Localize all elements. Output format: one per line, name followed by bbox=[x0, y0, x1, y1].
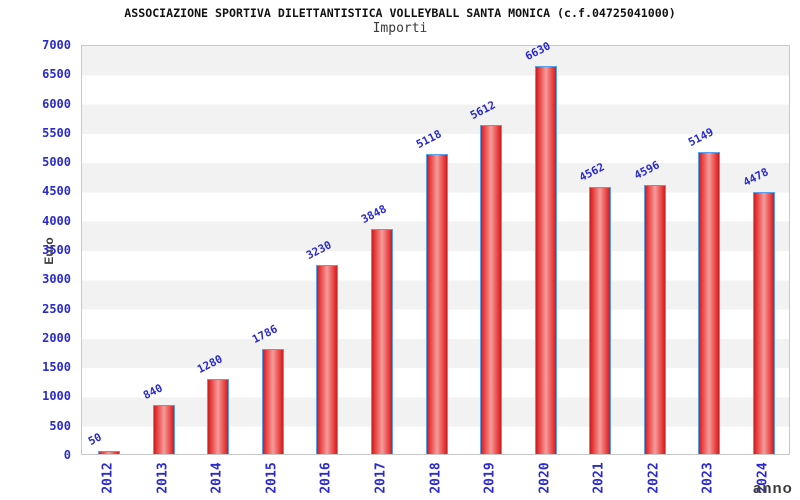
bar-2016 bbox=[316, 264, 339, 454]
y-tick-label: 6000 bbox=[42, 96, 71, 111]
y-tick-label: 1000 bbox=[42, 389, 71, 404]
bar-2015 bbox=[261, 349, 284, 454]
x-tick-label: 2020 bbox=[537, 462, 553, 494]
chart-subtitle: Importi bbox=[372, 21, 428, 36]
y-tick-label: 2500 bbox=[42, 301, 71, 316]
bar-value-label: 4562 bbox=[577, 160, 607, 184]
bar-2019 bbox=[480, 125, 503, 454]
x-tick-label: 2017 bbox=[373, 462, 389, 494]
bar-value-label: 1786 bbox=[249, 322, 280, 347]
x-tick-label: 2018 bbox=[428, 462, 443, 494]
x-tick-label: 2021 bbox=[591, 462, 607, 494]
x-axis-title: anno bbox=[753, 480, 793, 497]
bar-value-label: 5118 bbox=[413, 127, 444, 152]
y-tick-label: 7000 bbox=[42, 38, 71, 52]
x-tick-label: 2012 bbox=[100, 462, 116, 494]
bar-value-label: 5612 bbox=[468, 98, 498, 123]
bar-2018 bbox=[425, 154, 448, 454]
bar-2020 bbox=[534, 65, 557, 454]
y-tick-label: 4000 bbox=[42, 213, 71, 228]
bar-2024 bbox=[752, 191, 775, 454]
bar-2022 bbox=[643, 184, 666, 454]
chart-title: ASSOCIAZIONE SPORTIVA DILETTANTISTICA VO… bbox=[124, 6, 676, 20]
bar-2013 bbox=[152, 404, 175, 454]
bar-value-label: 6630 bbox=[522, 39, 553, 63]
y-tick-label: 4500 bbox=[42, 184, 71, 199]
y-tick-label: 5000 bbox=[42, 155, 71, 170]
y-tick-label: 3000 bbox=[42, 272, 71, 287]
x-tick-label: 2023 bbox=[700, 462, 716, 494]
bar-2021 bbox=[589, 186, 612, 454]
bar-value-label: 3230 bbox=[304, 238, 335, 262]
y-tick-label: 2000 bbox=[42, 330, 71, 345]
bar-value-label: 3848 bbox=[359, 202, 389, 226]
y-tick-label: 5500 bbox=[42, 125, 71, 140]
y-tick-label: 6500 bbox=[42, 67, 71, 82]
y-tick-label: 0 bbox=[63, 448, 71, 462]
plot-area: 50 840 1280 1786 3230 3848 5118 5612 6630 4562 459… bbox=[81, 39, 790, 455]
y-tick-label: 1500 bbox=[42, 360, 71, 375]
y-tick-label: 3500 bbox=[42, 243, 71, 257]
bar-value-label: 50 bbox=[86, 430, 105, 449]
x-tick-label: 2019 bbox=[482, 462, 498, 494]
bar-value-label: 4478 bbox=[740, 165, 771, 189]
x-tick-label: 2014 bbox=[209, 462, 225, 494]
x-tick-label: 2022 bbox=[646, 462, 662, 494]
x-tick-label: 2015 bbox=[264, 462, 280, 494]
bar-2012 bbox=[98, 451, 121, 454]
bar-2014 bbox=[207, 379, 230, 454]
y-tick-label: 500 bbox=[49, 418, 71, 433]
bar-value-label: 5149 bbox=[686, 125, 716, 150]
bar-value-label: 840 bbox=[140, 381, 165, 402]
bar-value-label: 1280 bbox=[195, 352, 225, 377]
x-tick-label: 2013 bbox=[155, 462, 171, 494]
x-tick-label: 2016 bbox=[318, 462, 334, 494]
bar-value-label: 4596 bbox=[631, 158, 662, 182]
bar-2023 bbox=[698, 152, 721, 454]
bar-2017 bbox=[370, 228, 393, 454]
